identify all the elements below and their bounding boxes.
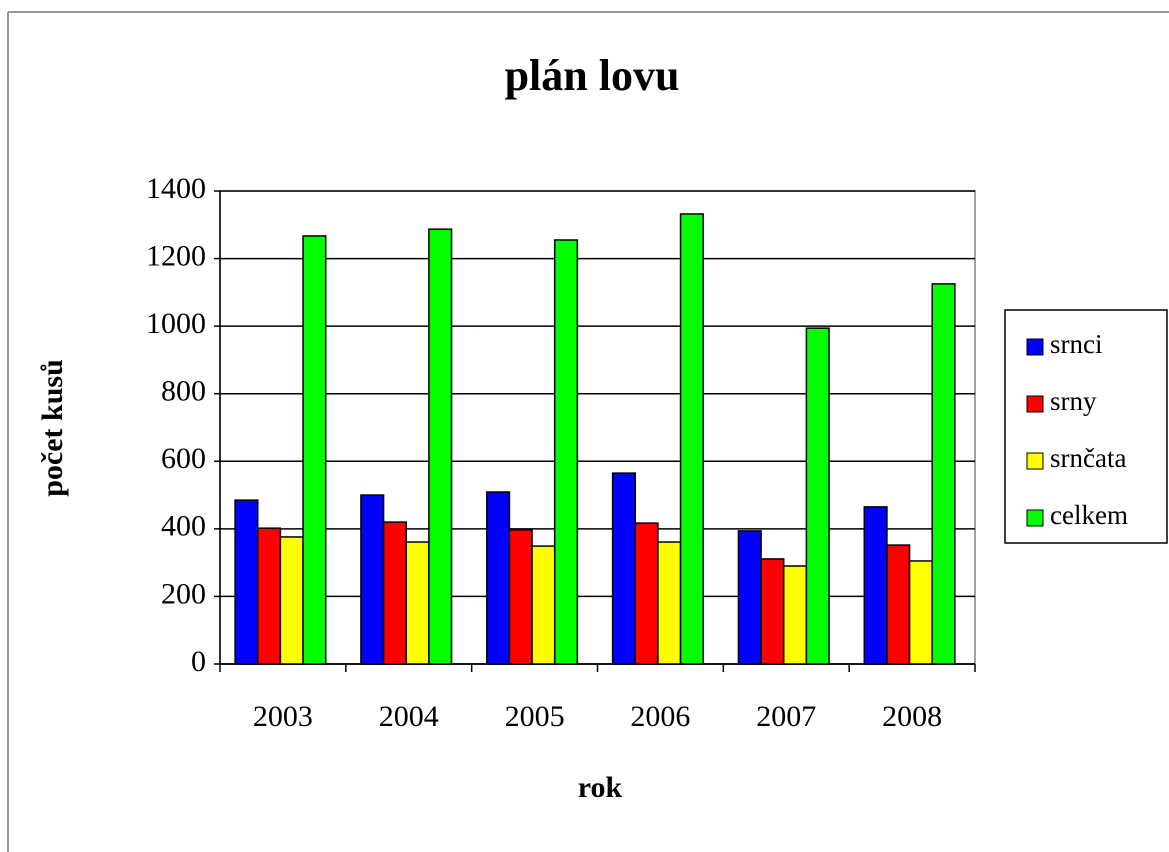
bar	[886, 544, 911, 665]
bar	[508, 529, 533, 665]
bar	[531, 545, 556, 665]
bar	[553, 239, 579, 665]
bar	[360, 494, 385, 665]
bar	[737, 530, 762, 665]
bar	[405, 541, 430, 665]
bar	[863, 506, 888, 665]
legend-label: srny	[1050, 386, 1097, 416]
bar	[382, 521, 407, 665]
legend-swatch	[1026, 509, 1044, 527]
bar	[234, 499, 259, 665]
bar	[486, 491, 511, 665]
bar	[257, 527, 282, 665]
bar	[302, 235, 327, 665]
bar	[805, 327, 830, 665]
legend-label: srnci	[1050, 329, 1102, 359]
y-tick-label: 0	[191, 645, 206, 678]
y-tick-label: 800	[161, 375, 206, 408]
bar	[760, 558, 785, 665]
y-tick-label: 1200	[146, 239, 206, 272]
legend-label: srnčata	[1050, 443, 1126, 473]
bar	[782, 565, 808, 665]
legend-swatch	[1026, 338, 1044, 356]
x-tick-label: 2003	[253, 700, 313, 733]
x-tick-label: 2004	[379, 700, 439, 733]
x-tick-label: 2008	[882, 700, 942, 733]
bar	[279, 536, 304, 665]
y-tick-label: 1000	[146, 307, 206, 340]
plot-area	[219, 190, 976, 665]
bar	[611, 472, 636, 665]
chart-title: plán lovu	[505, 51, 680, 100]
bar	[679, 213, 704, 665]
bar	[657, 541, 682, 665]
y-tick-label: 1400	[146, 172, 206, 205]
legend-swatch	[1026, 452, 1044, 470]
bar	[908, 560, 933, 665]
bar	[428, 228, 453, 665]
y-tick-label: 400	[161, 510, 206, 543]
y-tick-label: 600	[161, 442, 206, 475]
y-axis-label: počet kusů	[36, 359, 69, 497]
x-tick-label: 2007	[756, 700, 816, 733]
x-axis-label: rok	[578, 771, 623, 804]
legend-swatch	[1026, 395, 1044, 413]
legend-label: celkem	[1050, 500, 1128, 530]
x-tick-label: 2006	[630, 700, 690, 733]
y-tick-label: 200	[161, 577, 206, 610]
x-tick-label: 2005	[505, 700, 565, 733]
bar	[931, 283, 956, 665]
bar	[634, 522, 659, 665]
